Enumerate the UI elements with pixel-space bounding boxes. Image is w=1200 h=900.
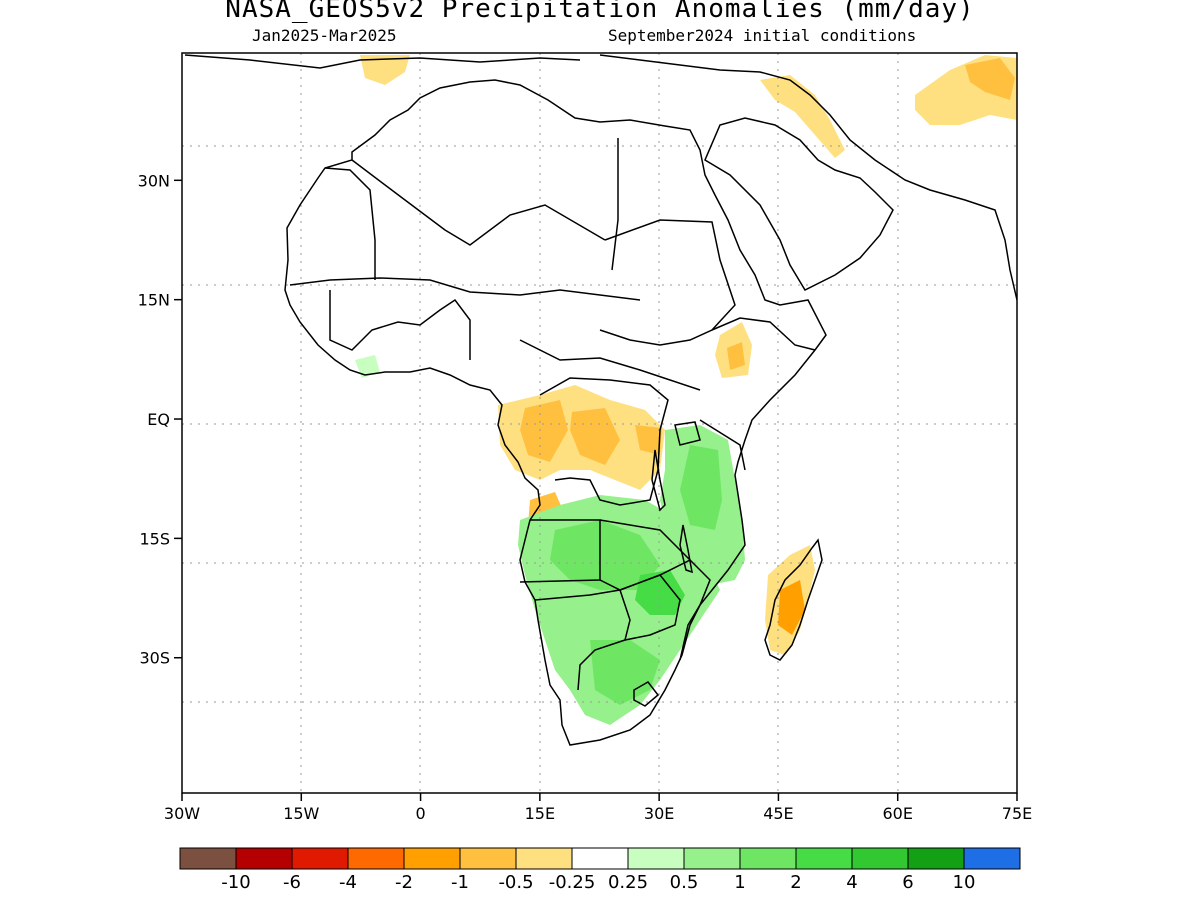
initial-conditions: September2024 initial conditions (608, 26, 917, 45)
x-tick-label: 15W (283, 804, 319, 823)
dry-anomaly-north-africa (360, 55, 410, 85)
y-tick-label: 15N (138, 291, 170, 310)
colorbar-swatch (851, 847, 909, 870)
x-tick-label: 30W (164, 804, 200, 823)
wet-anomaly-east-africa-core (680, 445, 722, 530)
border-zambia (599, 519, 692, 591)
dry-anomaly-ethiopia-core (727, 342, 745, 370)
border-botswana (619, 574, 681, 641)
eurasia-coastline (599, 54, 1017, 301)
lake-tanganyika (651, 449, 666, 512)
map-graticule (182, 53, 1017, 793)
lake-malawi (679, 524, 693, 574)
border-lesotho (633, 681, 660, 707)
colorbar-label: 2 (790, 872, 801, 893)
colorbar-label: 0.5 (670, 872, 699, 893)
colorbar-swatch (179, 847, 237, 870)
y-tick-label: EQ (147, 410, 170, 429)
anomaly-shading (355, 55, 1017, 725)
colorbar-label: 0.25 (608, 872, 648, 893)
border-angola (519, 519, 601, 583)
y-tick-label: 15S (139, 529, 170, 548)
colorbar-swatch (459, 847, 517, 870)
colorbar-label: -4 (339, 872, 357, 893)
colorbar-label: 4 (846, 872, 857, 893)
border-libya-egypt (611, 138, 619, 271)
coastlines (184, 54, 1017, 746)
colorbar-label: -1 (451, 872, 469, 893)
dry-anomaly-madagascar-core (778, 580, 805, 635)
x-tick-label: 75E (1002, 804, 1032, 823)
europe-coastline (184, 54, 581, 69)
border-kenya-tanzania (699, 419, 746, 471)
x-tick-label: 45E (763, 804, 793, 823)
colorbar-swatch (403, 847, 461, 870)
colorbar: -10 -6 -4 -2 -1 -0.5 -0.25 0.25 0.5 1 2 4 6 10 (179, 847, 1021, 893)
madagascar-coastline (764, 538, 823, 661)
colorbar-swatch (235, 847, 293, 870)
border-namibia (534, 589, 631, 691)
lake-victoria (674, 421, 701, 446)
map-frame (181, 52, 1018, 794)
colorbar-label: 10 (953, 872, 976, 893)
wet-anomaly-zimbabwe-core (635, 570, 685, 615)
dry-anomaly-lakes (635, 425, 662, 455)
y-tick-label: 30N (138, 171, 170, 190)
border-maghreb (351, 159, 606, 246)
map-title: NASA_GEOS5v2 Precipitation Anomalies (mm… (225, 0, 975, 24)
colorbar-swatch (515, 847, 573, 870)
colorbar-swatch (683, 847, 741, 870)
x-tick-label: 60E (882, 804, 912, 823)
border-mauritania (324, 167, 376, 280)
border-central-african (519, 339, 701, 391)
dry-anomaly-congo-core (520, 400, 568, 462)
africa-coastline (284, 79, 827, 746)
dry-anomaly-gabon (570, 408, 620, 465)
colorbar-swatch (627, 847, 685, 870)
colorbar-swatch (347, 847, 405, 870)
border-ethiopia (711, 317, 816, 351)
border-mozambique (679, 559, 711, 661)
colorbar-label: -6 (283, 872, 301, 893)
arabia-coastline (704, 117, 894, 291)
colorbar-swatch (963, 847, 1021, 870)
colorbar-swatch (739, 847, 797, 870)
x-tick-label: 0 (415, 804, 425, 823)
dry-anomaly-middle-east (760, 75, 845, 158)
map-axes: 30W 15W 0 15E 30E 45E 60E 75E 30N 15N EQ 15S 30S (138, 171, 1033, 823)
colorbar-label: -10 (221, 872, 250, 893)
colorbar-swatch (795, 847, 853, 870)
wet-anomaly-south-africa (590, 640, 660, 705)
x-tick-label: 30E (644, 804, 674, 823)
colorbar-label: -0.5 (498, 872, 533, 893)
border-west-africa (329, 290, 471, 360)
x-tick-label: 15E (525, 804, 555, 823)
colorbar-label: -2 (395, 872, 413, 893)
wet-anomaly-west-africa (355, 355, 380, 378)
forecast-period: Jan2025-Mar2025 (252, 26, 397, 45)
dry-anomaly-asia-core (965, 58, 1015, 100)
y-tick-label: 30S (139, 649, 170, 668)
colorbar-label: -0.25 (549, 872, 596, 893)
border-sudan (599, 219, 736, 346)
colorbar-label: 1 (734, 872, 745, 893)
colorbar-swatch (291, 847, 349, 870)
colorbar-label: 6 (902, 872, 913, 893)
border-sahel (289, 277, 641, 301)
colorbar-swatch (907, 847, 965, 870)
wet-anomaly-zambia (550, 520, 660, 590)
colorbar-swatch (571, 847, 629, 870)
